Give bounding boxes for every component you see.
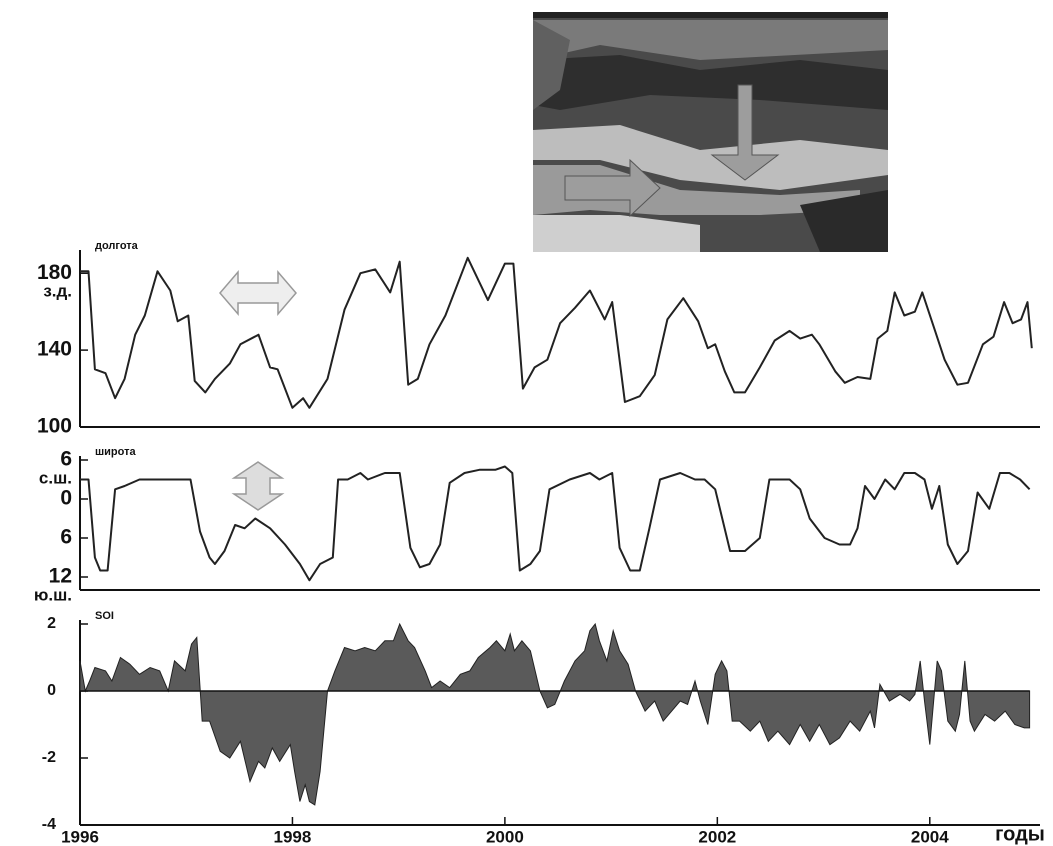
- figure: долгота 100 140 180з.д. широта 6 0 6 12 с.ш. ю.ш. S…: [0, 0, 1053, 846]
- y-tick-label: 100: [37, 415, 72, 438]
- y-tick-label: 140: [37, 338, 72, 361]
- y-tick-label: 6: [60, 448, 72, 471]
- y-tick-note: ю.ш.: [34, 585, 72, 604]
- x-tick-label: 2002: [698, 827, 736, 846]
- x-tick-label: 1996: [61, 827, 99, 846]
- y-tick-label: 0: [60, 487, 72, 510]
- y-tick-note: с.ш.: [39, 468, 72, 487]
- double-arrow-vertical: [234, 462, 282, 510]
- x-tick-label: 2000: [486, 827, 524, 846]
- y-tick-note: з.д.: [43, 282, 72, 301]
- y-tick-label: -2: [42, 749, 56, 766]
- y-tick-label: 12: [49, 565, 72, 588]
- map-inset: [533, 12, 888, 252]
- y-axis-label: широта: [95, 446, 136, 458]
- line: [80, 258, 1032, 408]
- y-axis-label: долгота: [95, 240, 139, 252]
- y-tick-label: 2: [47, 615, 56, 632]
- y-tick-label: 0: [47, 682, 56, 699]
- x-tick-label: 2004: [911, 827, 949, 846]
- y-tick-label: 6: [60, 526, 72, 549]
- y-axis-label: SOI: [95, 610, 114, 622]
- line: [80, 467, 1030, 581]
- x-axis-label: годы: [995, 823, 1045, 845]
- y-tick-label: 180: [37, 261, 72, 284]
- y-tick-label: -4: [42, 816, 56, 833]
- area: [80, 624, 1030, 805]
- double-arrow-horizontal: [220, 272, 296, 314]
- x-tick-label: 1998: [274, 827, 312, 846]
